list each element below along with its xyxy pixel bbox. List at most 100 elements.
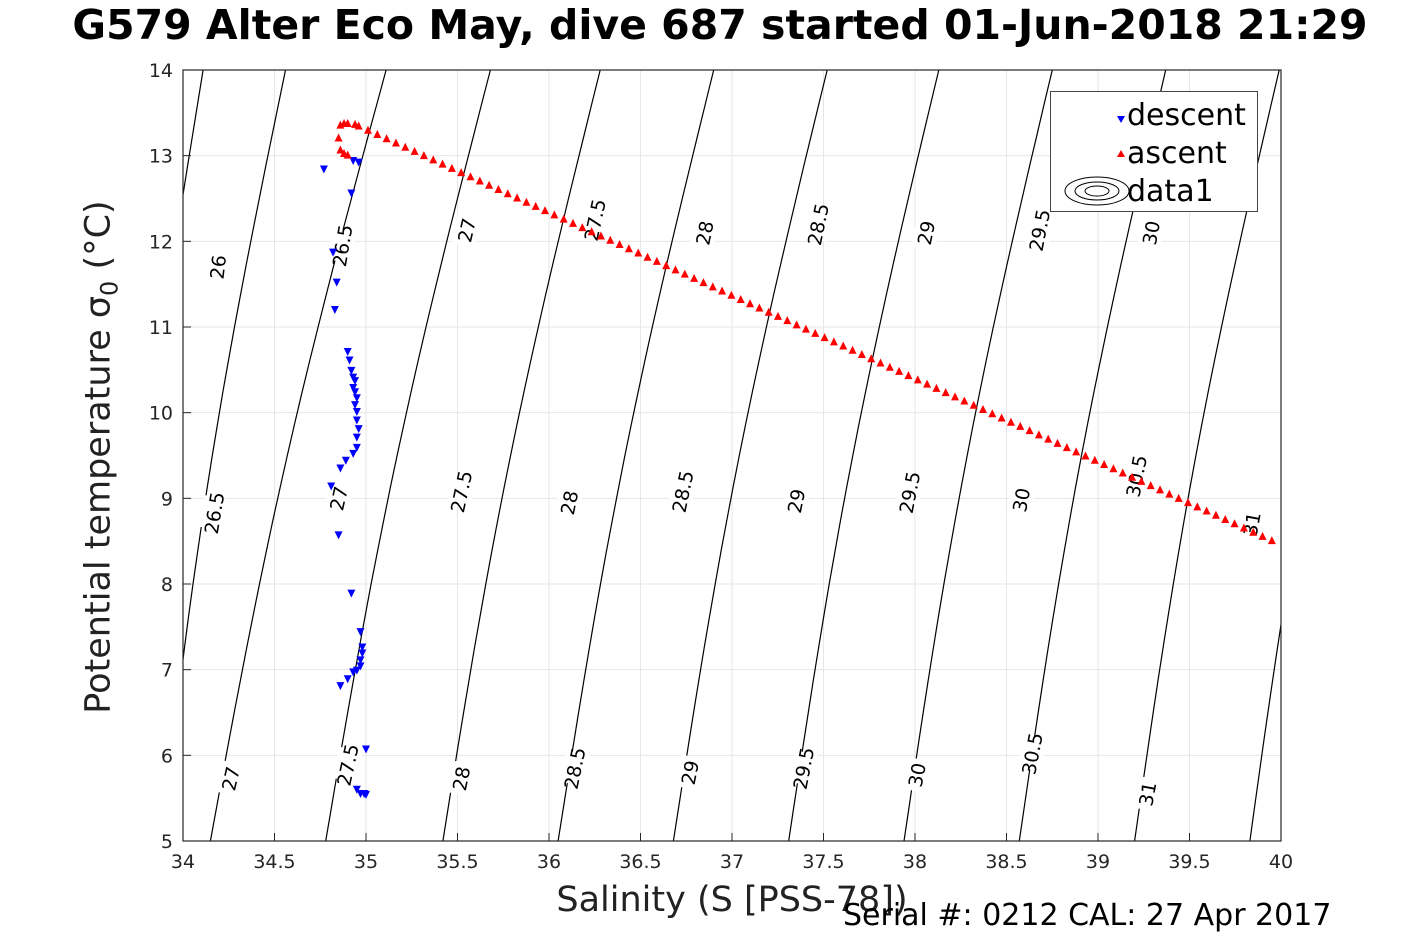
ascent-point [708,282,717,291]
ascent-point [690,273,699,282]
ascent-point [1016,421,1025,430]
contour-label-bg [674,754,705,791]
descent-point [341,456,350,465]
contour-label-bg [1024,212,1055,249]
descent-point [343,675,352,684]
contour-label-bg [902,756,932,793]
descent-point [362,745,370,754]
ascent-point [792,320,801,329]
ascent-point [634,248,643,257]
ascent-point [485,180,494,189]
ascent-point [410,146,419,155]
ascent-point [531,201,540,210]
descent-point [349,383,358,392]
ascent-series [334,118,1276,545]
contour-label: 27.5 [447,469,477,515]
contour-line-28 [442,70,601,841]
descent-point [358,643,367,652]
ascent-point [1006,417,1015,426]
contour-label: 28 [557,489,583,517]
descent-point [334,531,343,540]
ascent-point [382,134,391,143]
x-tick-label: 40 [1269,851,1293,873]
contour-label: 28 [449,765,475,793]
ascent-point [652,256,661,265]
contour-label: 29 [914,219,940,247]
descent-point [319,165,328,174]
descent-point [345,356,354,365]
contour-line-29.5 [788,70,940,841]
contour-label-bg [894,474,925,511]
density-contour-labels: 2626.526.527272727.527.527.528282828.528… [199,197,1267,812]
contour-label-bg [579,201,610,239]
x-tick-label: 34.5 [253,851,295,873]
descent-point [352,394,361,403]
ascent-point [699,278,708,287]
legend: descent ascent data1 [1050,91,1258,212]
contour-label: 29 [784,487,810,515]
contour-label-bg [788,750,819,787]
ascent-point [755,303,764,312]
ascent-point [419,151,428,160]
descent-point [351,377,360,386]
ascent-point [1267,536,1276,545]
ascent-point [438,159,447,168]
ascent-point [1109,464,1118,473]
ascent-point [624,244,633,253]
contour-label: 30.5 [1018,731,1048,777]
contour-label: 30 [1009,486,1035,514]
descent-point [356,628,365,637]
ascent-point [1062,443,1071,452]
descent-point [336,464,345,473]
descent-point [352,443,361,452]
grid-lines [182,69,1282,842]
contour-label: 29.5 [1026,207,1056,253]
contour-label-bg [554,484,585,521]
ascent-point [1156,485,1165,494]
x-tick-label: 37 [720,851,744,873]
contour-label: 29.5 [896,470,926,516]
ascent-point [727,290,736,299]
ascent-point [1249,527,1258,536]
descent-point [352,785,361,794]
ascent-point [1211,510,1220,519]
ascent-point [522,197,531,206]
y-tick-label: 8 [161,574,173,596]
x-tick-label: 34 [171,851,195,873]
contour-label: 27.5 [581,197,611,243]
contour-label-bg [1006,481,1036,518]
ascent-point [988,409,997,418]
ascent-point [969,400,978,409]
contour-label-bg [215,760,246,797]
y-tick-label: 14 [149,60,173,82]
y-tick-label: 7 [161,660,173,682]
ascent-point [876,358,885,367]
contour-label-bg [803,206,833,243]
legend-item-descent: descent [1051,96,1257,133]
x-tick-label: 37.5 [802,851,844,873]
descent-point [336,682,345,691]
ascent-point [550,210,559,219]
y-tick-label: 6 [161,745,173,767]
ascent-point [447,163,456,172]
contour-label-bg [559,750,590,787]
legend-item-data1: data1 [1051,172,1257,209]
ascent-point [1146,481,1155,490]
ascent-point [1025,426,1034,435]
descent-point [356,656,365,665]
ascent-point [494,185,503,194]
descent-marker-icon [1117,116,1125,123]
ascent-point [1221,515,1230,524]
contour-label-bg [332,746,363,783]
contour-label-bg [327,227,357,264]
ascent-point [932,383,941,392]
contour-label-bg [1136,214,1166,251]
ascent-point [923,379,932,388]
x-tick-label: 36.5 [619,851,661,873]
legend-label-data1: data1 [1127,174,1214,209]
contour-label-bg [199,495,229,531]
contour-label: 28.5 [669,469,699,515]
ascent-point [801,324,810,333]
y-tick-label: 9 [161,488,173,510]
